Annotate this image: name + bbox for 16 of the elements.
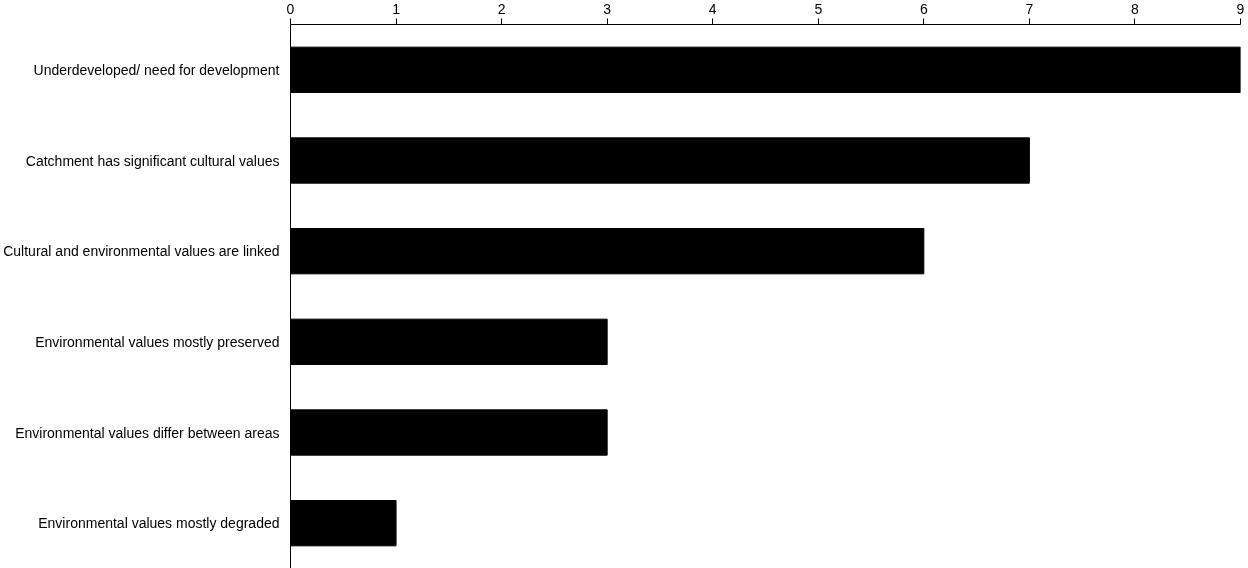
y-tick-label: Underdeveloped/ need for development [33, 61, 280, 78]
x-tick-label: 1 [392, 0, 401, 17]
y-tick-label: Environmental values mostly degraded [38, 515, 280, 532]
x-tick-label: 0 [286, 0, 295, 17]
y-tick-label: Environmental values differ between areas [15, 424, 280, 441]
x-tick-label: 8 [1131, 0, 1140, 17]
x-tick-label: 7 [1025, 0, 1034, 17]
y-tick-label: Environmental values mostly preserved [35, 333, 280, 350]
x-tick-label: 6 [919, 0, 928, 17]
x-tick-label: 4 [708, 0, 717, 17]
x-tick-label: 5 [814, 0, 823, 17]
x-tick-label: 3 [603, 0, 612, 17]
x-tick-label: 2 [497, 0, 506, 17]
y-tick-label: Cultural and environmental values are linked [3, 243, 280, 260]
y-tick-label: Catchment has significant cultural values [25, 152, 280, 169]
x-tick-label: 9 [1236, 0, 1245, 17]
